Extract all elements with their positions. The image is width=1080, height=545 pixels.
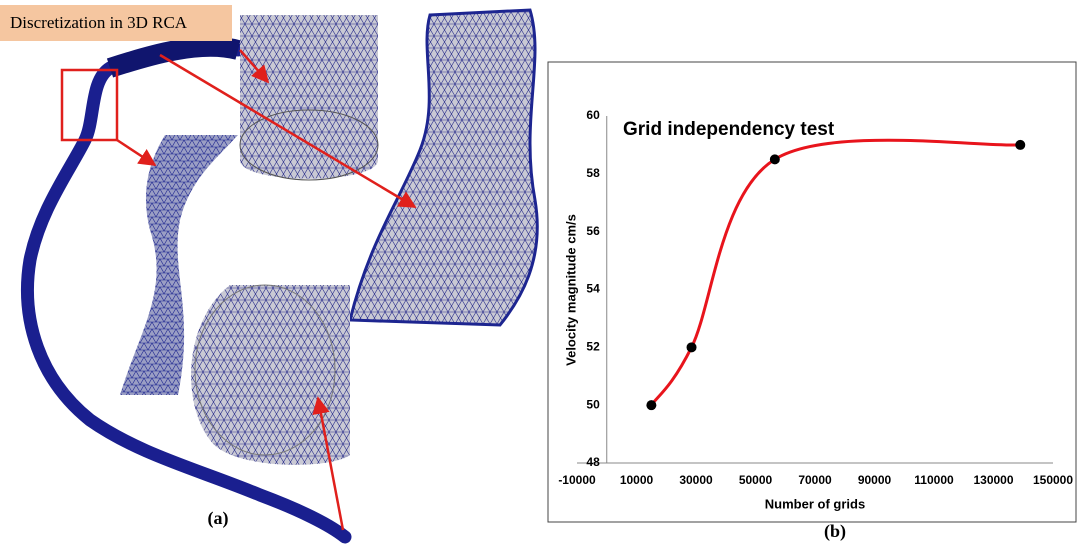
y-tick-label: 52 <box>586 340 600 354</box>
x-tick-label: 10000 <box>620 473 654 487</box>
zoom-views <box>120 10 537 465</box>
x-tick-label: 70000 <box>798 473 832 487</box>
x-tick-label: 110000 <box>914 473 954 487</box>
x-tick-label: 90000 <box>858 473 892 487</box>
y-tick-label: 60 <box>586 108 600 122</box>
x-tick-label: 130000 <box>973 473 1013 487</box>
x-tick-label: -10000 <box>558 473 596 487</box>
marker <box>1015 140 1025 150</box>
chart-title: Grid independency test <box>623 119 835 140</box>
x-tick-label: 30000 <box>679 473 713 487</box>
y-axis-label: Velocity magnitude cm/s <box>563 214 578 366</box>
y-tick-label: 56 <box>586 224 600 238</box>
y-tick-label: 58 <box>586 166 600 180</box>
figure: Discretization in 3D RCA (a) (b) Grid in… <box>0 0 1080 545</box>
arrow <box>117 140 155 165</box>
vessel-top <box>110 47 238 68</box>
y-tick-label: 50 <box>586 397 600 411</box>
x-tick-label: 50000 <box>739 473 773 487</box>
marker <box>646 400 656 410</box>
y-tick-label: 54 <box>586 282 600 296</box>
y-tick-label: 48 <box>586 455 600 469</box>
marker <box>770 154 780 164</box>
panel-label: (a) <box>208 508 229 529</box>
x-axis-label: Number of grids <box>765 496 865 511</box>
zoom-vessel-right <box>350 10 537 325</box>
panel-label: (b) <box>824 521 846 542</box>
zoom-cylinder-top <box>240 15 378 179</box>
page: Discretization in 3D RCA (a) (b) Grid in… <box>0 0 1080 545</box>
x-tick-label: 150000 <box>1033 473 1073 487</box>
chart: Grid independency test Number of grids V… <box>548 62 1076 522</box>
marker <box>687 342 697 352</box>
figure-label: Discretization in 3D RCA <box>10 13 188 32</box>
